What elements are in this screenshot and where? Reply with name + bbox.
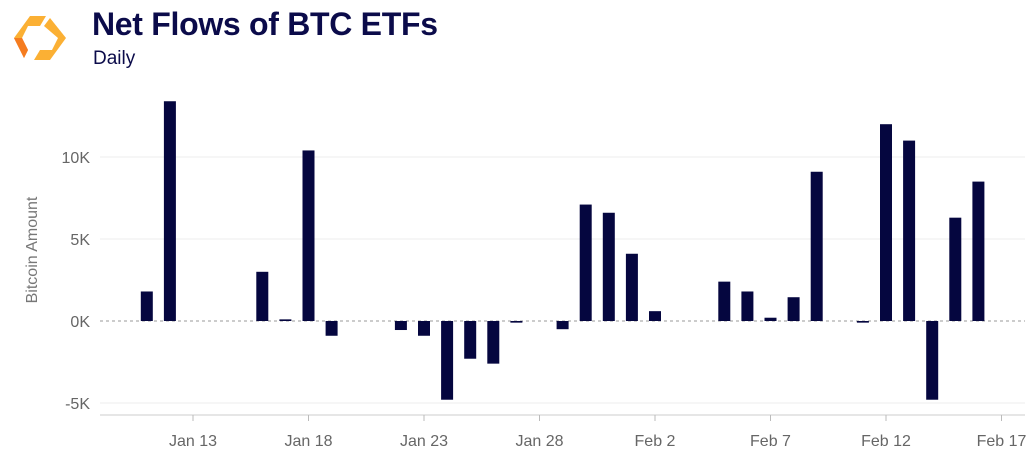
y-tick-label: -5K (65, 396, 90, 413)
bar-feb-15 (949, 217, 962, 321)
x-tick-label: Jan 18 (284, 433, 332, 450)
x-tick-label: Feb 7 (750, 433, 791, 450)
y-tick-label: 0K (70, 314, 90, 331)
x-tick-label: Feb 2 (635, 433, 676, 450)
bar-feb-5 (718, 281, 731, 321)
bar-jan-25 (464, 321, 477, 359)
x-tick-label: Jan 13 (169, 433, 217, 450)
bar-jan-24 (441, 321, 454, 400)
bar-jan-27 (510, 321, 523, 323)
bar-jan-29 (556, 321, 569, 330)
bar-feb-11 (856, 321, 869, 323)
x-tick-label: Feb 12 (861, 433, 911, 450)
bar-jan-18 (302, 150, 315, 321)
logo-icon (14, 16, 66, 60)
y-tick-label: 5K (70, 232, 90, 249)
bar-feb-13 (903, 140, 916, 321)
bar-feb-2 (649, 311, 661, 321)
bar-jan-19 (325, 321, 338, 336)
bar-jan-16 (256, 271, 269, 321)
bar-feb-1 (625, 253, 638, 321)
bar-jan-17 (279, 319, 292, 321)
bar-feb-16 (972, 181, 985, 321)
bar-feb-14 (926, 321, 939, 400)
bar-jan-22 (394, 321, 407, 331)
bar-jan-12 (163, 101, 176, 322)
x-tick-label: Feb 17 (977, 433, 1027, 450)
bar-feb-6 (741, 291, 754, 321)
bar-jan-23 (418, 321, 430, 336)
bar-feb-12 (880, 124, 892, 321)
y-tick-label: 10K (62, 150, 91, 167)
bar-feb-8 (787, 297, 800, 321)
bar-jan-26 (487, 321, 500, 364)
y-axis-label: Bitcoin Amount (24, 196, 41, 303)
bar-jan-11 (140, 291, 153, 321)
bar-jan-31 (602, 212, 615, 321)
x-tick-label: Jan 23 (400, 433, 448, 450)
bar-jan-30 (579, 204, 592, 321)
chart-subtitle: Daily (93, 48, 136, 69)
bar-feb-7 (764, 317, 777, 321)
bar-feb-9 (810, 171, 823, 321)
chart-title: Net Flows of BTC ETFs (92, 6, 438, 42)
x-tick-label: Jan 28 (515, 433, 563, 450)
